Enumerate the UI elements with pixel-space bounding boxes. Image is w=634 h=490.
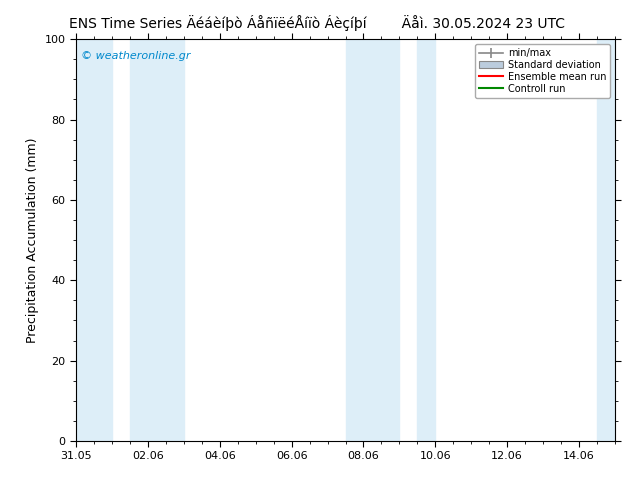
Text: ENS Time Series Äéáèíþò ÁåñïëéÅíïò Áèçíþí        Äåì. 30.05.2024 23 UTC: ENS Time Series Äéáèíþò ÁåñïëéÅíïò Áèçíþ… bbox=[69, 15, 565, 31]
Text: © weatheronline.gr: © weatheronline.gr bbox=[81, 51, 191, 61]
Y-axis label: Precipitation Accumulation (mm): Precipitation Accumulation (mm) bbox=[26, 137, 39, 343]
Legend: min/max, Standard deviation, Ensemble mean run, Controll run: min/max, Standard deviation, Ensemble me… bbox=[475, 44, 610, 98]
Bar bbox=[76, 39, 112, 441]
Bar bbox=[130, 39, 184, 441]
Bar bbox=[597, 39, 615, 441]
Bar bbox=[417, 39, 436, 441]
Bar bbox=[346, 39, 399, 441]
